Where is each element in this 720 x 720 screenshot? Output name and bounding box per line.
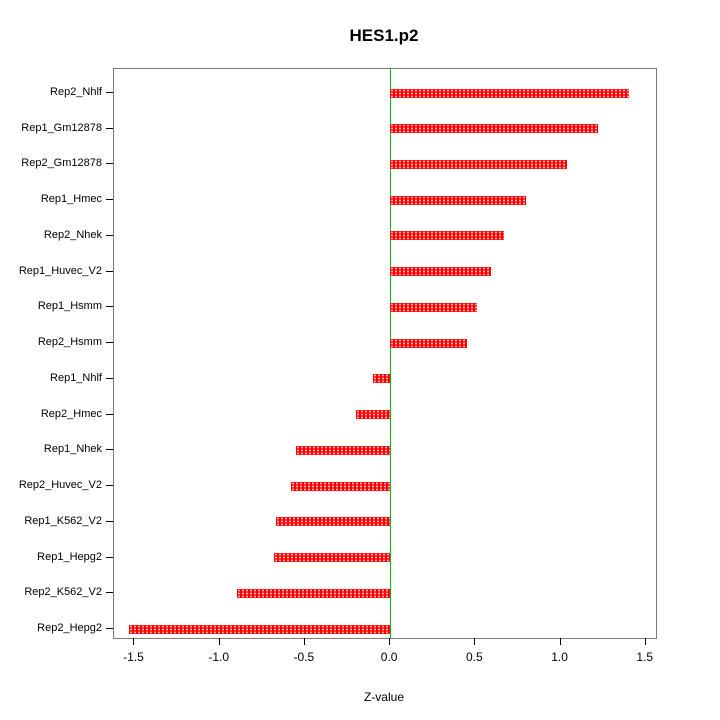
bar-Rep2_Hsmm	[390, 338, 467, 348]
y-axis-tick	[106, 199, 113, 201]
x-axis-tick	[218, 638, 220, 645]
bar-Rep1_Huvec_V2	[390, 267, 491, 277]
x-tick-label-1.5: 1.5	[636, 650, 654, 664]
x-axis-tick	[474, 638, 476, 645]
y-tick-label-Rep1_K562_V2: Rep1_K562_V2	[24, 514, 102, 527]
x-tick-label-1.0: 1.0	[551, 650, 568, 664]
y-tick-label-Rep2_Hmec: Rep2_Hmec	[40, 407, 102, 420]
y-tick-label-Rep1_Hmec: Rep1_Hmec	[40, 193, 102, 206]
bar-Rep2_Gm12878	[390, 159, 568, 169]
bar-Rep2_Nhek	[390, 231, 505, 241]
zero-line	[390, 69, 392, 638]
y-tick-label-Rep2_Gm12878: Rep2_Gm12878	[21, 157, 102, 170]
y-tick-label-Rep2_Huvec_V2: Rep2_Huvec_V2	[18, 479, 102, 492]
y-axis-tick	[106, 556, 113, 558]
bar-Rep1_Gm12878	[390, 124, 599, 134]
y-tick-label-Rep2_Nhek: Rep2_Nhek	[43, 228, 102, 241]
y-tick-label-Rep1_Huvec_V2: Rep1_Huvec_V2	[18, 264, 102, 277]
y-axis-tick	[106, 270, 113, 272]
bar-Rep2_Huvec_V2	[291, 481, 391, 491]
y-axis-tick	[106, 92, 113, 93]
bar-Rep2_Hmec	[356, 410, 391, 420]
bar-Rep1_Nhlf	[373, 374, 391, 384]
bar-Rep2_Nhlf	[390, 88, 629, 98]
y-axis-tick	[106, 377, 113, 379]
y-axis-tick	[106, 127, 113, 129]
y-axis-tick	[106, 592, 113, 594]
y-tick-label-Rep2_Nhlf: Rep2_Nhlf	[50, 86, 102, 98]
y-axis-tick	[106, 520, 113, 522]
y-axis-tick	[106, 413, 113, 415]
bar-Rep1_Nhek	[296, 445, 391, 455]
x-tick-label--1.0: -1.0	[208, 650, 230, 664]
bar-Rep2_K562_V2	[236, 588, 391, 598]
y-axis-tick	[106, 342, 113, 344]
x-axis-label: Z-value	[363, 690, 404, 704]
x-axis-tick	[133, 638, 135, 645]
y-tick-label-Rep1_Nhek: Rep1_Nhek	[43, 443, 102, 456]
y-axis-tick	[106, 485, 113, 487]
y-axis-tick	[106, 306, 113, 308]
x-axis-tick	[303, 638, 305, 645]
x-axis-tick	[644, 638, 646, 645]
y-axis-tick	[106, 234, 113, 236]
y-tick-label-Rep1_Gm12878: Rep1_Gm12878	[21, 121, 102, 134]
bar-Rep1_Hepg2	[274, 553, 391, 563]
bar-Rep1_Hsmm	[390, 302, 478, 312]
bar-Rep1_Hmec	[390, 195, 527, 205]
x-tick-label--0.5: -0.5	[293, 650, 315, 664]
x-tick-label--1.5: -1.5	[123, 650, 144, 664]
y-tick-label-Rep2_K562_V2: Rep2_K562_V2	[24, 586, 102, 599]
bar-Rep2_Hepg2	[129, 624, 391, 634]
x-axis-tick	[389, 638, 391, 645]
y-axis-tick	[106, 163, 113, 165]
y-axis-tick	[106, 628, 113, 629]
y-tick-label-Rep1_Hsmm: Rep1_Hsmm	[37, 300, 102, 313]
x-tick-label-0.0: 0.0	[380, 650, 398, 664]
y-tick-label-Rep2_Hsmm: Rep2_Hsmm	[37, 336, 102, 349]
chart-title: HES1.p2	[349, 26, 419, 45]
x-tick-label-0.5: 0.5	[465, 650, 483, 664]
bar-Rep1_K562_V2	[275, 517, 391, 527]
plot-area	[113, 68, 657, 639]
x-axis-tick	[559, 638, 561, 645]
y-tick-label-Rep1_Nhlf: Rep1_Nhlf	[50, 371, 102, 384]
y-axis-tick	[106, 449, 113, 451]
y-tick-label-Rep1_Hepg2: Rep1_Hepg2	[37, 550, 102, 563]
y-tick-label-Rep2_Hepg2: Rep2_Hepg2	[37, 622, 102, 634]
